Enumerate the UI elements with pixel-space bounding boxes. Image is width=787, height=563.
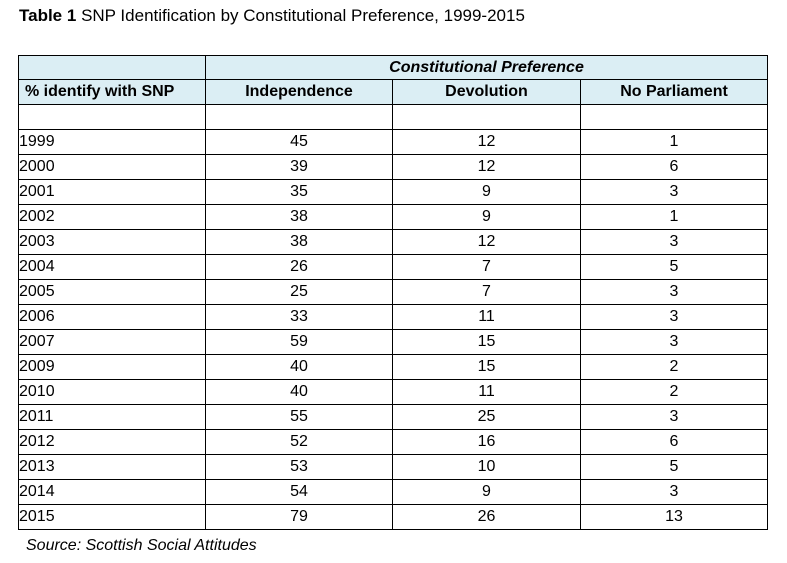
no-parliament-cell: 3 xyxy=(580,179,768,205)
independence-cell: 26 xyxy=(205,254,393,280)
year-cell: 2006 xyxy=(18,304,206,330)
devolution-cell: 9 xyxy=(392,179,581,205)
year-cell: 2010 xyxy=(18,379,206,405)
devolution-cell: 15 xyxy=(392,329,581,355)
no-parliament-cell: 3 xyxy=(580,479,768,505)
no-parliament-cell: 1 xyxy=(580,204,768,230)
table-row: 2013 53 10 5 xyxy=(18,454,768,480)
no-parliament-cell: 5 xyxy=(580,454,768,480)
table-caption: Table 1 SNP Identification by Constituti… xyxy=(19,6,525,26)
year-cell: 2013 xyxy=(18,454,206,480)
table-row: 2015 79 26 13 xyxy=(18,504,768,530)
independence-cell: 38 xyxy=(205,229,393,255)
devolution-cell: 15 xyxy=(392,354,581,380)
no-parliament-cell: 2 xyxy=(580,379,768,405)
devolution-cell: 12 xyxy=(392,154,581,180)
column-header-row: % identify with SNP Independence Devolut… xyxy=(18,79,768,105)
no-parliament-cell: 3 xyxy=(580,279,768,305)
year-cell: 2012 xyxy=(18,429,206,455)
no-parliament-cell: 13 xyxy=(580,504,768,530)
independence-cell: 39 xyxy=(205,154,393,180)
table-row: 2005 25 7 3 xyxy=(18,279,768,305)
devolution-cell: 7 xyxy=(392,254,581,280)
blank-row xyxy=(18,104,768,130)
caption-label: Table 1 xyxy=(19,6,77,25)
column-header-devolution: Devolution xyxy=(392,79,581,105)
devolution-cell: 25 xyxy=(392,404,581,430)
year-cell: 2002 xyxy=(18,204,206,230)
year-cell: 1999 xyxy=(18,129,206,155)
year-cell: 2007 xyxy=(18,329,206,355)
table-row: 2012 52 16 6 xyxy=(18,429,768,455)
devolution-cell: 9 xyxy=(392,479,581,505)
independence-cell: 55 xyxy=(205,404,393,430)
table-row: 2001 35 9 3 xyxy=(18,179,768,205)
devolution-cell: 11 xyxy=(392,304,581,330)
devolution-cell: 11 xyxy=(392,379,581,405)
blank-cell xyxy=(18,104,206,130)
independence-cell: 53 xyxy=(205,454,393,480)
independence-cell: 52 xyxy=(205,429,393,455)
no-parliament-cell: 6 xyxy=(580,429,768,455)
independence-cell: 38 xyxy=(205,204,393,230)
table-row: 2000 39 12 6 xyxy=(18,154,768,180)
independence-cell: 25 xyxy=(205,279,393,305)
year-cell: 2005 xyxy=(18,279,206,305)
table-row: 2009 40 15 2 xyxy=(18,354,768,380)
year-cell: 2001 xyxy=(18,179,206,205)
no-parliament-cell: 1 xyxy=(580,129,768,155)
column-header-year: % identify with SNP xyxy=(18,79,206,105)
table-row: 2010 40 11 2 xyxy=(18,379,768,405)
blank-cell xyxy=(580,104,768,130)
year-cell: 2009 xyxy=(18,354,206,380)
caption-text: SNP Identification by Constitutional Pre… xyxy=(81,6,525,25)
no-parliament-cell: 2 xyxy=(580,354,768,380)
year-cell: 2000 xyxy=(18,154,206,180)
devolution-cell: 12 xyxy=(392,229,581,255)
group-header-row: Constitutional Preference xyxy=(18,55,768,80)
blank-cell xyxy=(205,104,393,130)
table-row: 2007 59 15 3 xyxy=(18,329,768,355)
year-cell: 2015 xyxy=(18,504,206,530)
group-header-spacer xyxy=(18,55,206,80)
no-parliament-cell: 3 xyxy=(580,329,768,355)
no-parliament-cell: 3 xyxy=(580,304,768,330)
source-note: Source: Scottish Social Attitudes xyxy=(26,537,257,554)
year-cell: 2011 xyxy=(18,404,206,430)
devolution-cell: 12 xyxy=(392,129,581,155)
independence-cell: 40 xyxy=(205,379,393,405)
table-row: 2002 38 9 1 xyxy=(18,204,768,230)
table-row: 2006 33 11 3 xyxy=(18,304,768,330)
independence-cell: 79 xyxy=(205,504,393,530)
independence-cell: 40 xyxy=(205,354,393,380)
blank-cell xyxy=(392,104,581,130)
year-cell: 2014 xyxy=(18,479,206,505)
table-row: 2011 55 25 3 xyxy=(18,404,768,430)
column-header-no-parliament: No Parliament xyxy=(580,79,768,105)
independence-cell: 59 xyxy=(205,329,393,355)
snp-identification-table: Constitutional Preference % identify wit… xyxy=(18,55,768,530)
table-row: 1999 45 12 1 xyxy=(18,129,768,155)
column-header-independence: Independence xyxy=(205,79,393,105)
devolution-cell: 9 xyxy=(392,204,581,230)
independence-cell: 45 xyxy=(205,129,393,155)
independence-cell: 35 xyxy=(205,179,393,205)
year-cell: 2004 xyxy=(18,254,206,280)
no-parliament-cell: 6 xyxy=(580,154,768,180)
table-row: 2004 26 7 5 xyxy=(18,254,768,280)
devolution-cell: 26 xyxy=(392,504,581,530)
devolution-cell: 16 xyxy=(392,429,581,455)
devolution-cell: 7 xyxy=(392,279,581,305)
group-header-title: Constitutional Preference xyxy=(205,55,768,80)
year-cell: 2003 xyxy=(18,229,206,255)
devolution-cell: 10 xyxy=(392,454,581,480)
no-parliament-cell: 3 xyxy=(580,404,768,430)
no-parliament-cell: 3 xyxy=(580,229,768,255)
table-row: 2003 38 12 3 xyxy=(18,229,768,255)
independence-cell: 54 xyxy=(205,479,393,505)
independence-cell: 33 xyxy=(205,304,393,330)
no-parliament-cell: 5 xyxy=(580,254,768,280)
table-row: 2014 54 9 3 xyxy=(18,479,768,505)
